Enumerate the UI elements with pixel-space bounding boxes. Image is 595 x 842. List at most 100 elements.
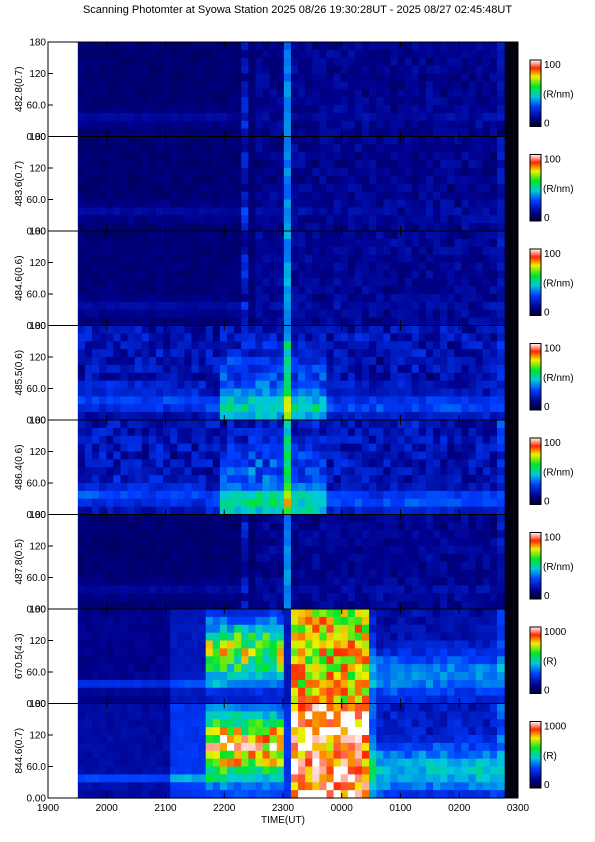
heatmap-cell xyxy=(212,73,221,82)
heatmap-cell xyxy=(92,664,100,673)
heatmap-cell xyxy=(191,585,200,594)
heatmap-cell xyxy=(440,191,448,201)
heatmap-cell xyxy=(411,223,420,232)
heatmap-cell xyxy=(447,522,455,531)
heatmap-cell xyxy=(155,333,164,342)
heatmap-cell xyxy=(369,262,377,271)
heatmap-cell xyxy=(170,632,178,642)
heatmap-cell xyxy=(106,569,114,579)
heatmap-cell xyxy=(127,231,136,240)
heatmap-cell xyxy=(475,333,484,342)
heatmap-cell xyxy=(262,687,271,697)
heatmap-cell xyxy=(390,443,399,453)
heatmap-cell xyxy=(127,215,136,224)
heatmap-cell xyxy=(106,160,114,169)
heatmap-cell xyxy=(106,168,114,177)
heatmap-cell xyxy=(120,246,129,256)
heatmap-cell xyxy=(177,664,185,673)
heatmap-cell xyxy=(269,286,278,295)
heatmap-cell xyxy=(99,459,107,468)
heatmap-cell xyxy=(433,73,441,82)
heatmap-cell xyxy=(468,341,477,350)
heatmap-cell xyxy=(468,136,477,145)
heatmap-cell xyxy=(298,569,306,579)
heatmap-cell xyxy=(120,648,129,657)
heatmap-cell xyxy=(227,372,235,382)
heatmap-cell xyxy=(376,585,384,594)
heatmap-cell xyxy=(383,254,392,264)
heatmap-cell xyxy=(333,538,342,547)
heatmap-cell xyxy=(84,175,93,185)
heatmap-cell xyxy=(219,672,228,681)
heatmap-cell xyxy=(290,160,299,169)
heatmap-cell xyxy=(241,238,249,248)
heatmap-cell xyxy=(127,498,136,508)
heatmap-cell xyxy=(234,364,242,374)
heatmap-cell xyxy=(376,191,384,201)
heatmap-cell xyxy=(447,144,455,153)
y-tick-label: 0.00 xyxy=(27,510,47,521)
heatmap-cell xyxy=(134,246,143,256)
heatmap-cell xyxy=(390,553,399,563)
heatmap-cell xyxy=(283,593,292,602)
heatmap-cell xyxy=(397,42,406,51)
heatmap-cell xyxy=(390,120,399,130)
heatmap-cell xyxy=(99,609,107,618)
heatmap-cell xyxy=(269,498,278,508)
heatmap-cell xyxy=(425,435,434,445)
heatmap-cell xyxy=(184,514,193,523)
heatmap-cell xyxy=(184,483,193,492)
heatmap-cell xyxy=(92,357,100,366)
heatmap-cell xyxy=(120,191,129,201)
heatmap-cell xyxy=(482,325,491,334)
heatmap-cell xyxy=(411,538,420,547)
heatmap-cell xyxy=(184,333,193,342)
heatmap-cell xyxy=(397,427,406,437)
heatmap-cell xyxy=(84,553,93,563)
heatmap-cell xyxy=(227,585,235,594)
heatmap-cell xyxy=(475,89,484,98)
heatmap-cell xyxy=(219,459,228,468)
heatmap-cell xyxy=(489,317,498,327)
heatmap-cell xyxy=(496,459,505,468)
heatmap-cell xyxy=(248,262,257,271)
heatmap-cell xyxy=(276,396,285,405)
heatmap-cell xyxy=(84,577,93,586)
heatmap-cell xyxy=(305,483,313,492)
heatmap-cell xyxy=(127,136,136,145)
heatmap-cell xyxy=(191,538,200,547)
heatmap-cell xyxy=(376,593,384,602)
heatmap-cell xyxy=(212,207,221,216)
heatmap-cell xyxy=(496,191,505,201)
heatmap-cell xyxy=(433,168,441,177)
heatmap-cell xyxy=(369,191,377,201)
heatmap-cell xyxy=(482,246,491,256)
heatmap-cell xyxy=(191,601,200,610)
heatmap-cell xyxy=(305,609,313,618)
heatmap-cell xyxy=(312,97,320,106)
heatmap-cell xyxy=(163,89,171,98)
heatmap-cell xyxy=(120,553,129,563)
heatmap-cell xyxy=(134,49,143,59)
heatmap-cell xyxy=(113,404,122,413)
heatmap-cell xyxy=(205,443,214,453)
heatmap-cell xyxy=(489,475,498,484)
heatmap-cell xyxy=(326,672,335,681)
heatmap-cell xyxy=(305,270,313,279)
heatmap-cell xyxy=(312,294,320,303)
heatmap-cell xyxy=(227,144,235,153)
heatmap-cell xyxy=(482,57,491,67)
heatmap-cell xyxy=(184,506,193,516)
heatmap-cell xyxy=(92,301,100,311)
heatmap-cell xyxy=(454,553,463,563)
heatmap-cell xyxy=(369,498,377,508)
heatmap-cell xyxy=(262,522,271,531)
heatmap-cell xyxy=(298,128,306,138)
heatmap-cell xyxy=(319,183,328,193)
heatmap-cell xyxy=(461,246,470,256)
heatmap-cell xyxy=(319,412,328,421)
heatmap-cell xyxy=(219,309,228,319)
heatmap-cell xyxy=(425,514,434,523)
heatmap-cell xyxy=(298,467,306,476)
heatmap-cell xyxy=(212,120,221,130)
